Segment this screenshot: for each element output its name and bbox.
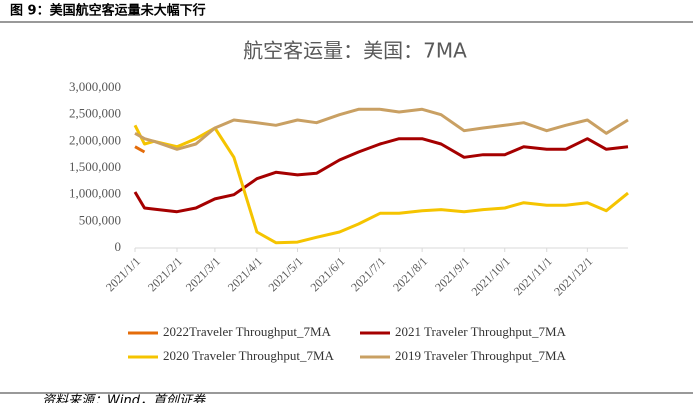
figure-caption: 图 9：美国航空客运量未大幅下行 bbox=[10, 3, 206, 19]
series-line bbox=[133, 137, 629, 214]
x-tick-label: 2021/8/1 bbox=[390, 254, 430, 294]
x-tick-label: 2021/10/1 bbox=[469, 254, 513, 298]
x-tick-label: 2021/4/1 bbox=[225, 254, 265, 294]
series-line bbox=[134, 145, 146, 154]
chart-title: 航空客运量：美国：7MA bbox=[243, 39, 467, 63]
y-tick-label: 1,000,000 bbox=[69, 186, 121, 201]
y-tick-label: 2,000,000 bbox=[69, 132, 121, 147]
x-tick-label: 2021/6/1 bbox=[308, 254, 348, 294]
legend-label: 2021 Traveler Throughput_7MA bbox=[395, 324, 567, 339]
series-line bbox=[133, 124, 629, 245]
legend-label: 2022Traveler Throughput_7MA bbox=[163, 324, 332, 339]
legend-label: 2019 Traveler Throughput_7MA bbox=[395, 348, 567, 363]
x-tick-label: 2021/12/1 bbox=[551, 254, 595, 298]
x-tick-label: 2021/11/1 bbox=[511, 254, 555, 298]
y-tick-label: 500,000 bbox=[79, 212, 121, 227]
source-note: 资料来源：Wind，首创证券 bbox=[42, 394, 206, 404]
y-tick-label: 1,500,000 bbox=[69, 159, 121, 174]
legend-label: 2020 Traveler Throughput_7MA bbox=[163, 348, 335, 363]
x-tick-label: 2021/3/1 bbox=[183, 254, 223, 294]
series-line bbox=[134, 107, 629, 151]
y-tick-label: 0 bbox=[115, 239, 122, 254]
y-tick-label: 2,500,000 bbox=[69, 106, 121, 121]
x-tick-label: 2021/1/1 bbox=[103, 254, 143, 294]
y-tick-label: 3,000,000 bbox=[69, 79, 121, 94]
x-tick-label: 2021/2/1 bbox=[145, 254, 185, 294]
x-tick-label: 2021/9/1 bbox=[432, 254, 472, 294]
x-tick-label: 2021/5/1 bbox=[266, 254, 306, 294]
x-tick-label: 2021/7/1 bbox=[348, 254, 388, 294]
